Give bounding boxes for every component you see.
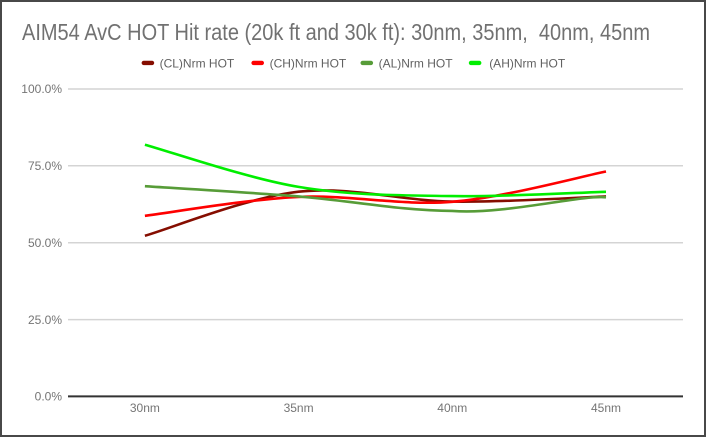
svg-text:AIM54 AvC HOT Hit rate (20k ft: AIM54 AvC HOT Hit rate (20k ft and 30k f…: [22, 19, 650, 45]
svg-text:75.0%: 75.0%: [28, 159, 62, 173]
svg-text:(AH)Nrm HOT: (AH)Nrm HOT: [489, 57, 566, 71]
svg-text:0.0%: 0.0%: [35, 390, 63, 404]
svg-text:45nm: 45nm: [591, 401, 621, 415]
svg-text:(CH)Nrm HOT: (CH)Nrm HOT: [270, 57, 347, 71]
svg-text:35nm: 35nm: [284, 401, 314, 415]
svg-text:(CL)Nrm HOT: (CL)Nrm HOT: [160, 57, 235, 71]
svg-text:25.0%: 25.0%: [28, 313, 62, 327]
svg-text:100.0%: 100.0%: [21, 82, 62, 96]
svg-text:50.0%: 50.0%: [28, 236, 62, 250]
svg-text:(AL)Nrm HOT: (AL)Nrm HOT: [379, 57, 454, 71]
svg-text:30nm: 30nm: [130, 401, 160, 415]
svg-text:40nm: 40nm: [437, 401, 467, 415]
